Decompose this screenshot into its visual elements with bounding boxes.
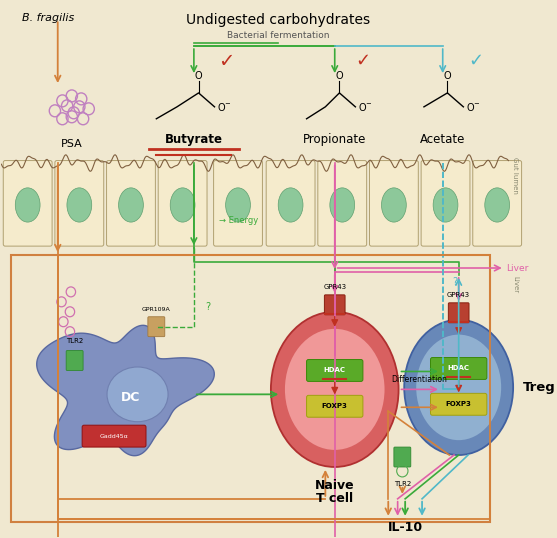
FancyBboxPatch shape [306,359,363,381]
Text: TLR2: TLR2 [394,481,411,487]
FancyBboxPatch shape [324,295,345,315]
Text: DC: DC [121,391,141,404]
Ellipse shape [382,188,406,222]
Text: Treg: Treg [522,381,555,394]
Text: Gut lumen: Gut lumen [512,157,518,194]
Ellipse shape [107,367,168,422]
Text: Undigested carbohydrates: Undigested carbohydrates [187,13,370,27]
FancyBboxPatch shape [431,393,487,415]
Text: PSA: PSA [61,139,82,148]
Text: O: O [336,71,343,81]
Text: O$^{-}$: O$^{-}$ [217,101,232,113]
Text: IL-10: IL-10 [388,521,423,534]
Ellipse shape [119,188,143,222]
FancyBboxPatch shape [55,160,104,246]
Text: ✓: ✓ [355,52,370,70]
FancyBboxPatch shape [266,160,315,246]
Ellipse shape [433,188,458,222]
Text: HDAC: HDAC [324,367,346,373]
FancyBboxPatch shape [369,160,418,246]
Text: FOXP3: FOXP3 [322,404,348,409]
Text: Differentiation: Differentiation [392,375,447,384]
Text: HDAC: HDAC [448,365,470,371]
Ellipse shape [67,188,92,222]
FancyBboxPatch shape [66,351,83,371]
FancyBboxPatch shape [318,160,367,246]
Ellipse shape [485,188,510,222]
Ellipse shape [416,335,501,440]
FancyBboxPatch shape [306,395,363,417]
Text: Liver: Liver [512,277,518,294]
FancyBboxPatch shape [158,160,207,246]
FancyBboxPatch shape [82,425,146,447]
Text: Acetate: Acetate [420,133,466,146]
Text: O$^{-}$: O$^{-}$ [466,101,481,113]
Text: ✓: ✓ [468,52,483,70]
Text: Gadd45α: Gadd45α [100,434,129,438]
Text: O: O [195,71,202,81]
FancyBboxPatch shape [421,160,470,246]
Text: GPR43: GPR43 [447,292,470,298]
FancyBboxPatch shape [431,358,487,379]
Text: Propionate: Propionate [303,133,367,146]
Text: Naive: Naive [315,479,355,492]
Text: ?: ? [205,302,211,312]
FancyBboxPatch shape [213,160,262,246]
FancyBboxPatch shape [106,160,155,246]
Text: T cell: T cell [316,492,353,505]
Text: Bacterial fermentation: Bacterial fermentation [227,31,330,40]
FancyBboxPatch shape [3,160,52,246]
FancyBboxPatch shape [473,160,521,246]
Text: Butyrate: Butyrate [165,133,223,146]
FancyBboxPatch shape [448,303,469,323]
Text: O$^{-}$: O$^{-}$ [358,101,373,113]
Ellipse shape [170,188,195,222]
Ellipse shape [330,188,355,222]
Text: → Energy: → Energy [219,216,258,225]
Ellipse shape [271,312,399,467]
Text: B. fragilis: B. fragilis [22,13,74,23]
Text: TLR2: TLR2 [66,338,83,344]
Text: ?: ? [452,277,457,287]
FancyBboxPatch shape [148,317,165,337]
Text: O: O [443,71,451,81]
Text: FOXP3: FOXP3 [446,401,472,407]
Ellipse shape [226,188,251,222]
Text: GPR109A: GPR109A [142,307,170,312]
Ellipse shape [15,188,40,222]
Polygon shape [37,325,214,456]
Ellipse shape [285,329,384,450]
Text: ✓: ✓ [218,52,235,70]
Text: Liver: Liver [506,264,529,273]
Ellipse shape [404,320,513,455]
Ellipse shape [278,188,303,222]
Text: GPR43: GPR43 [323,284,346,290]
FancyBboxPatch shape [394,447,411,467]
